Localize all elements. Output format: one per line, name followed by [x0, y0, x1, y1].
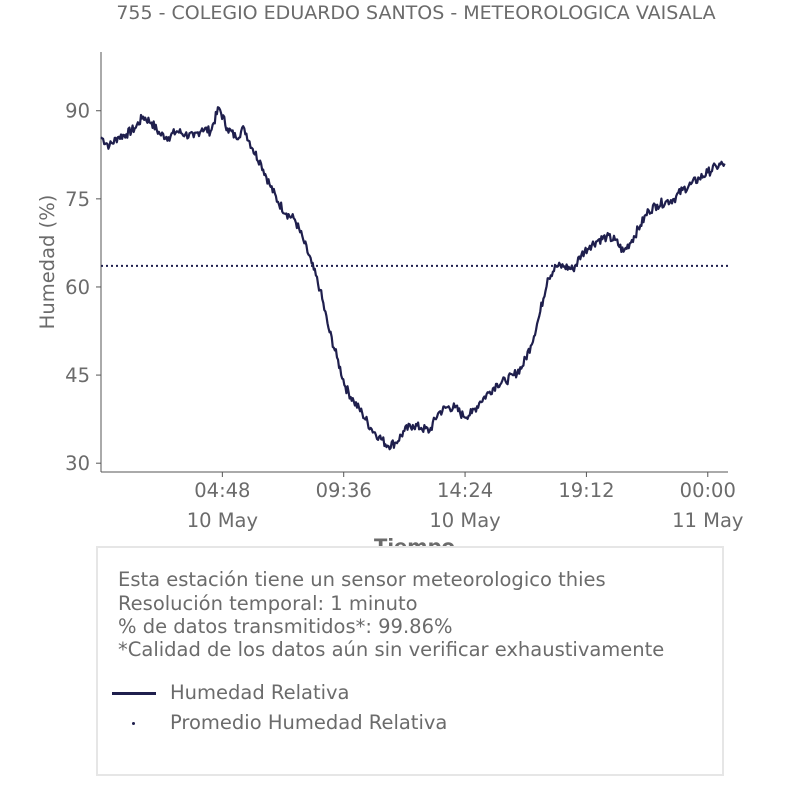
y-tick-label: 60	[65, 276, 90, 299]
legend-series-label: Humedad Relativa	[170, 681, 350, 704]
info-resolution-text: Resolución temporal: 1 minuto	[118, 592, 418, 615]
x-tick-time-label: 00:00	[680, 479, 736, 502]
x-tick-time-label: 14:24	[437, 479, 493, 502]
info-sensor-text: Esta estación tiene un sensor meteorolog…	[118, 568, 606, 591]
legend-line-icon	[112, 692, 156, 695]
legend-average-label: Promedio Humedad Relativa	[170, 711, 448, 734]
y-axis-label: Humedad (%)	[36, 195, 59, 330]
y-tick-label: 90	[65, 100, 90, 123]
legend-item-series: Humedad Relativa	[110, 681, 670, 705]
info-legend-box: Esta estación tiene un sensor meteorolog…	[96, 546, 724, 776]
chart-axes	[100, 52, 728, 473]
humidity-series-line	[100, 106, 726, 451]
x-tick-time-label: 19:12	[558, 479, 614, 502]
x-tick-date-label: 11 May	[672, 509, 743, 532]
chart-plot-area	[100, 106, 728, 451]
x-tick-date-label: 10 May	[429, 509, 500, 532]
chart-title: 755 - COLEGIO EDUARDO SANTOS - METEOROLO…	[116, 2, 716, 24]
x-tick-time-label: 04:48	[194, 479, 250, 502]
y-tick-label: 30	[65, 452, 90, 475]
info-quality-note: *Calidad de los datos aún sin verificar …	[118, 638, 665, 661]
x-tick-date-label: 10 May	[187, 509, 258, 532]
legend-item-average: Promedio Humedad Relativa	[110, 711, 670, 735]
info-transmitted-text: % de datos transmitidos*: 99.86%	[118, 615, 453, 638]
y-tick-label: 45	[65, 364, 90, 387]
x-tick-time-label: 09:36	[316, 479, 372, 502]
y-tick-label: 75	[65, 188, 90, 211]
legend-dot-icon	[132, 722, 135, 725]
chart-ticks: 30 45 60 75 90 04:48 10 May 09:36 14:24 10 May 19:…	[65, 100, 743, 532]
